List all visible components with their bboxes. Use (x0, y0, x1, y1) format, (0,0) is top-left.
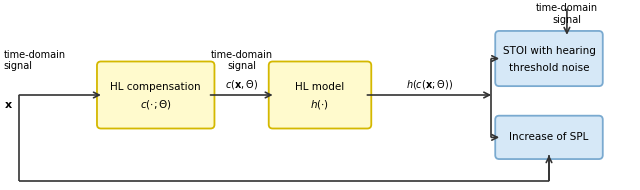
Text: $h(c(\mathbf{x};\Theta))$: $h(c(\mathbf{x};\Theta))$ (406, 78, 452, 91)
Text: threshold noise: threshold noise (509, 63, 589, 73)
Text: STOI with hearing: STOI with hearing (502, 46, 595, 56)
Text: $\mathbf{x}$: $\mathbf{x}$ (4, 100, 13, 110)
Text: Increase of SPL: Increase of SPL (509, 132, 589, 142)
Text: $h(\cdot)$: $h(\cdot)$ (310, 98, 330, 111)
FancyBboxPatch shape (269, 62, 371, 128)
Text: time-domain
signal: time-domain signal (211, 50, 273, 71)
Text: time-domain
signal: time-domain signal (3, 50, 65, 71)
Text: $c(\mathbf{x},\Theta)$: $c(\mathbf{x},\Theta)$ (225, 78, 258, 91)
Text: $c(\cdot;\Theta)$: $c(\cdot;\Theta)$ (140, 98, 172, 111)
Text: HL compensation: HL compensation (111, 82, 201, 92)
FancyBboxPatch shape (495, 116, 603, 159)
FancyBboxPatch shape (495, 31, 603, 86)
FancyBboxPatch shape (97, 62, 214, 128)
Text: HL model: HL model (296, 82, 344, 92)
Text: time-domain
signal: time-domain signal (536, 3, 598, 25)
